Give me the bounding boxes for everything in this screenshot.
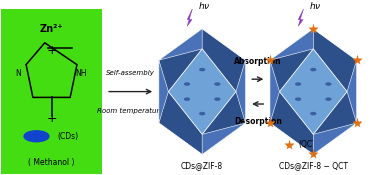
Circle shape xyxy=(326,83,331,85)
Polygon shape xyxy=(202,123,245,155)
Polygon shape xyxy=(279,49,347,134)
Circle shape xyxy=(296,98,301,100)
Circle shape xyxy=(311,69,316,71)
Text: Zn²⁺: Zn²⁺ xyxy=(40,24,64,34)
Text: Room temperature: Room temperature xyxy=(97,108,164,114)
Text: N: N xyxy=(15,69,20,78)
Polygon shape xyxy=(298,9,304,26)
FancyBboxPatch shape xyxy=(1,9,102,174)
Circle shape xyxy=(326,98,331,100)
Text: $h\nu$: $h\nu$ xyxy=(309,0,321,11)
Polygon shape xyxy=(270,29,313,60)
Circle shape xyxy=(311,113,316,115)
Text: Self-assembly: Self-assembly xyxy=(106,70,155,76)
Text: (QCT): (QCT) xyxy=(298,140,320,149)
Polygon shape xyxy=(159,29,202,60)
Polygon shape xyxy=(270,29,356,155)
Circle shape xyxy=(296,83,301,85)
Text: (CDs): (CDs) xyxy=(57,132,79,141)
Polygon shape xyxy=(313,123,356,155)
Text: Desorption: Desorption xyxy=(234,117,282,126)
Circle shape xyxy=(184,83,189,85)
Polygon shape xyxy=(270,60,279,123)
Circle shape xyxy=(215,83,220,85)
Polygon shape xyxy=(159,29,245,155)
Circle shape xyxy=(200,113,204,115)
Text: +: + xyxy=(46,112,57,125)
Text: NH: NH xyxy=(76,69,87,78)
Text: CDs@ZIF-8: CDs@ZIF-8 xyxy=(181,162,223,170)
Circle shape xyxy=(184,98,189,100)
Circle shape xyxy=(24,131,49,142)
Text: CDs@ZIF-8 − QCT: CDs@ZIF-8 − QCT xyxy=(279,162,348,170)
Text: +: + xyxy=(46,44,57,57)
Polygon shape xyxy=(347,60,356,123)
Text: ( Methanol ): ( Methanol ) xyxy=(28,158,75,167)
Circle shape xyxy=(215,98,220,100)
Polygon shape xyxy=(187,9,192,26)
Text: $h\nu$: $h\nu$ xyxy=(198,0,210,11)
Circle shape xyxy=(200,69,204,71)
Polygon shape xyxy=(236,60,245,123)
Text: Absorption: Absorption xyxy=(234,57,282,66)
Polygon shape xyxy=(159,60,169,123)
Polygon shape xyxy=(169,49,236,134)
